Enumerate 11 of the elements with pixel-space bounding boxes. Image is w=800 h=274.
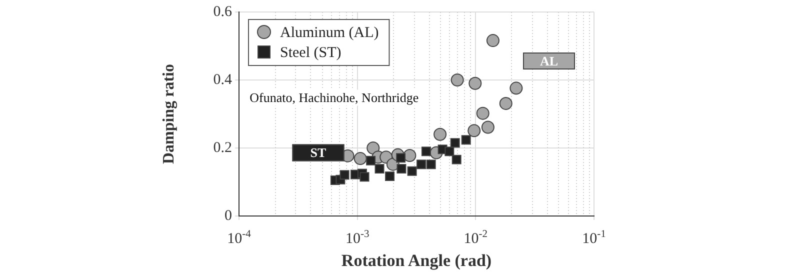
y-tick-label: 0	[224, 208, 232, 224]
annotation: Ofunato, Hachinohe, Northridge	[250, 90, 419, 105]
annotation: ST	[310, 145, 327, 160]
annotation: AL	[540, 53, 558, 68]
x-axis-title: Rotation Angle (rad)	[341, 251, 492, 270]
legend-label: Steel (ST)	[280, 44, 342, 61]
legend-label: Aluminum (AL)	[280, 24, 379, 41]
y-tick-label: 0.2	[213, 140, 232, 156]
y-tick-label: 0.6	[213, 4, 232, 20]
y-axis-title: Damping ratio	[160, 64, 178, 164]
y-tick-label: 0.4	[213, 72, 232, 88]
